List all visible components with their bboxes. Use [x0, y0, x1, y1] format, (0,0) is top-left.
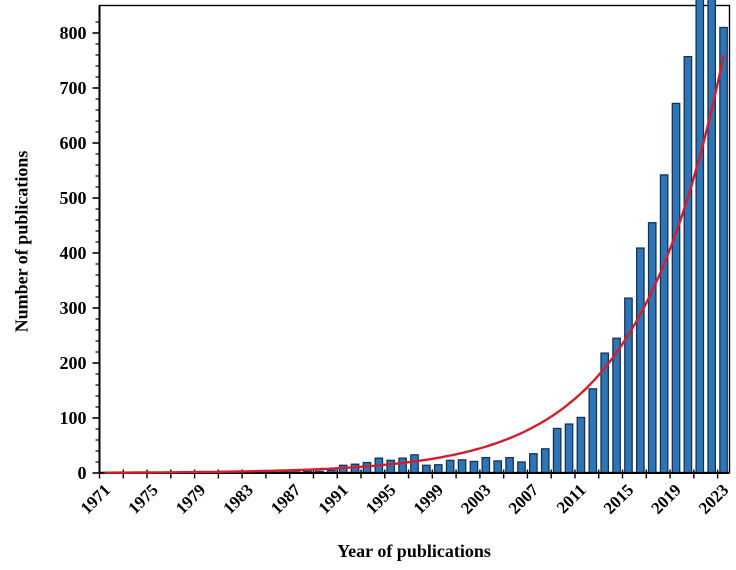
x-tick-label: 1995 — [362, 480, 399, 517]
bar-2020 — [683, 56, 693, 474]
bar-2009 — [552, 427, 562, 474]
bar-2003 — [481, 456, 491, 474]
bar-2014 — [612, 337, 621, 474]
y-tick-label: 500 — [60, 188, 87, 208]
bar-2018 — [659, 174, 669, 474]
x-tick-label: 1979 — [172, 480, 209, 517]
x-tick-label: 2023 — [695, 480, 732, 517]
bar-2022 — [707, 0, 717, 474]
bar-2008 — [540, 448, 550, 474]
bar-2015 — [624, 297, 633, 474]
bar-2002 — [469, 460, 479, 474]
bar-2017 — [647, 222, 657, 474]
bar-2011 — [576, 416, 586, 474]
y-tick-label: 800 — [60, 23, 87, 43]
x-tick-label: 2007 — [505, 480, 543, 518]
bar-2006 — [517, 461, 526, 474]
exponential-trend-line — [104, 54, 725, 474]
bar-2019 — [671, 102, 681, 474]
bar-1999 — [433, 464, 443, 474]
y-tick-label: 100 — [60, 408, 87, 428]
y-tick-label: 700 — [60, 78, 87, 98]
bar-2007 — [529, 453, 538, 474]
bar-2023 — [719, 26, 728, 474]
bar-2004 — [493, 460, 503, 474]
y-tick-label: 0 — [78, 463, 87, 483]
bar-2001 — [457, 459, 467, 474]
bar-2021 — [695, 0, 705, 474]
x-tick-label: 2015 — [600, 480, 637, 517]
x-tick-label: 2019 — [647, 480, 684, 517]
y-tick-label: 600 — [60, 133, 87, 153]
plot-border — [98, 4, 731, 474]
bar-2000 — [445, 459, 455, 474]
y-tick-label: 200 — [60, 353, 87, 373]
x-tick-label: 1999 — [410, 480, 447, 517]
x-tick-label: 1975 — [124, 480, 161, 517]
x-axis-title: Year of publications — [337, 541, 491, 561]
x-tick-label: 1971 — [77, 480, 114, 517]
x-tick-label: 1983 — [219, 480, 256, 517]
bar-1996 — [398, 457, 407, 474]
bar-2016 — [635, 247, 645, 474]
bar-2005 — [505, 456, 514, 474]
bar-1998 — [422, 464, 431, 474]
y-axis-title: Number of publications — [11, 150, 32, 333]
bar-2012 — [588, 388, 598, 474]
x-tick-label: 2003 — [457, 480, 494, 517]
bar-1995 — [386, 459, 396, 474]
bar-2010 — [564, 423, 574, 474]
x-tick-label: 1991 — [315, 480, 352, 517]
y-tick-label: 300 — [60, 298, 87, 318]
y-tick-label: 400 — [60, 243, 87, 263]
x-tick-label: 1987 — [267, 480, 305, 518]
bar-1997 — [410, 454, 419, 474]
x-tick-label: 2011 — [553, 480, 590, 517]
